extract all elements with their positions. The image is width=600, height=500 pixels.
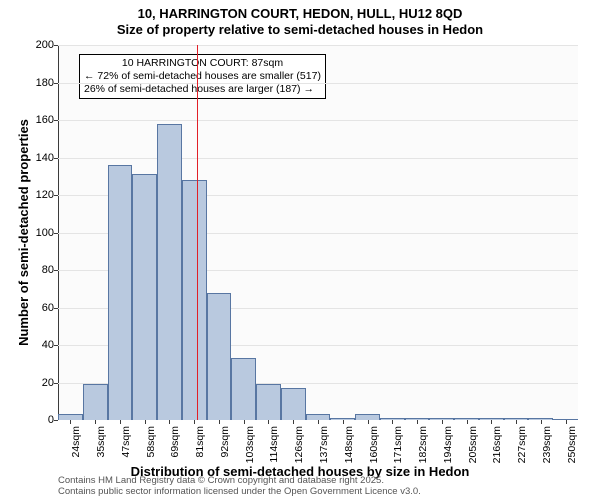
x-tick-mark <box>70 420 71 424</box>
y-tick-label: 80 <box>14 264 54 276</box>
x-tick-label: 205sqm <box>467 426 479 466</box>
y-tick-label: 40 <box>14 339 54 351</box>
x-tick-label: 182sqm <box>417 426 429 466</box>
x-tick-mark <box>120 420 121 424</box>
y-tick-label: 120 <box>14 189 54 201</box>
x-tick-label: 126sqm <box>293 426 305 466</box>
x-tick-mark <box>95 420 96 424</box>
histogram-bar <box>256 384 281 420</box>
annotation-box: 10 HARRINGTON COURT: 87sqm← 72% of semi-… <box>79 54 326 99</box>
x-tick-mark <box>541 420 542 424</box>
grid-line <box>58 83 578 84</box>
grid-line <box>58 120 578 121</box>
x-tick-mark <box>442 420 443 424</box>
x-tick-label: 250sqm <box>566 426 578 466</box>
plot-area: 10 HARRINGTON COURT: 87sqm← 72% of semi-… <box>58 45 578 420</box>
x-tick-mark <box>343 420 344 424</box>
grid-line <box>58 158 578 159</box>
histogram-bar <box>108 165 133 420</box>
histogram-bar <box>207 293 232 421</box>
x-tick-label: 24sqm <box>70 426 82 466</box>
x-tick-label: 92sqm <box>219 426 231 466</box>
x-tick-mark <box>268 420 269 424</box>
annotation-line: ← 72% of semi-detached houses are smalle… <box>84 70 321 83</box>
x-tick-mark <box>368 420 369 424</box>
x-tick-label: 114sqm <box>268 426 280 466</box>
x-tick-label: 81sqm <box>194 426 206 466</box>
x-tick-mark <box>417 420 418 424</box>
x-tick-mark <box>467 420 468 424</box>
y-tick-label: 180 <box>14 77 54 89</box>
y-tick-label: 100 <box>14 227 54 239</box>
x-tick-label: 58sqm <box>145 426 157 466</box>
x-tick-label: 160sqm <box>368 426 380 466</box>
histogram-bar <box>182 180 207 420</box>
histogram-bar <box>231 358 256 420</box>
x-tick-mark <box>194 420 195 424</box>
x-tick-mark <box>516 420 517 424</box>
y-tick-mark <box>54 83 58 84</box>
y-tick-mark <box>54 120 58 121</box>
y-tick-label: 0 <box>14 414 54 426</box>
y-tick-label: 200 <box>14 39 54 51</box>
y-tick-mark <box>54 383 58 384</box>
y-tick-mark <box>54 420 58 421</box>
x-tick-label: 35sqm <box>95 426 107 466</box>
annotation-line: 10 HARRINGTON COURT: 87sqm <box>84 57 321 70</box>
x-tick-label: 69sqm <box>169 426 181 466</box>
x-tick-mark <box>219 420 220 424</box>
x-tick-label: 137sqm <box>318 426 330 466</box>
x-tick-label: 194sqm <box>442 426 454 466</box>
y-tick-label: 20 <box>14 377 54 389</box>
y-tick-mark <box>54 270 58 271</box>
y-tick-label: 60 <box>14 302 54 314</box>
chart-title-line1: 10, HARRINGTON COURT, HEDON, HULL, HU12 … <box>0 6 600 21</box>
chart-title-line2: Size of property relative to semi-detach… <box>0 22 600 37</box>
x-tick-label: 103sqm <box>244 426 256 466</box>
x-tick-label: 216sqm <box>491 426 503 466</box>
y-tick-mark <box>54 195 58 196</box>
x-tick-mark <box>318 420 319 424</box>
y-tick-mark <box>54 158 58 159</box>
histogram-bar <box>281 388 306 420</box>
x-tick-mark <box>169 420 170 424</box>
property-size-chart: 10, HARRINGTON COURT, HEDON, HULL, HU12 … <box>0 0 600 500</box>
histogram-bar <box>132 174 157 420</box>
x-tick-label: 227sqm <box>516 426 528 466</box>
reference-line <box>197 45 199 420</box>
x-tick-mark <box>392 420 393 424</box>
histogram-bar <box>157 124 182 420</box>
y-tick-mark <box>54 345 58 346</box>
x-tick-mark <box>566 420 567 424</box>
x-tick-mark <box>491 420 492 424</box>
x-tick-label: 171sqm <box>392 426 404 466</box>
histogram-bar <box>83 384 108 420</box>
x-tick-label: 47sqm <box>120 426 132 466</box>
annotation-line: 26% of semi-detached houses are larger (… <box>84 83 321 96</box>
grid-line <box>58 45 578 46</box>
x-tick-mark <box>145 420 146 424</box>
x-tick-mark <box>244 420 245 424</box>
footer-line2: Contains public sector information licen… <box>58 487 421 498</box>
y-tick-mark <box>54 233 58 234</box>
x-tick-label: 239sqm <box>541 426 553 466</box>
y-tick-mark <box>54 45 58 46</box>
footer-note: Contains HM Land Registry data © Crown c… <box>58 476 421 498</box>
x-tick-mark <box>293 420 294 424</box>
y-tick-label: 160 <box>14 114 54 126</box>
x-tick-label: 148sqm <box>343 426 355 466</box>
y-tick-mark <box>54 308 58 309</box>
y-tick-label: 140 <box>14 152 54 164</box>
